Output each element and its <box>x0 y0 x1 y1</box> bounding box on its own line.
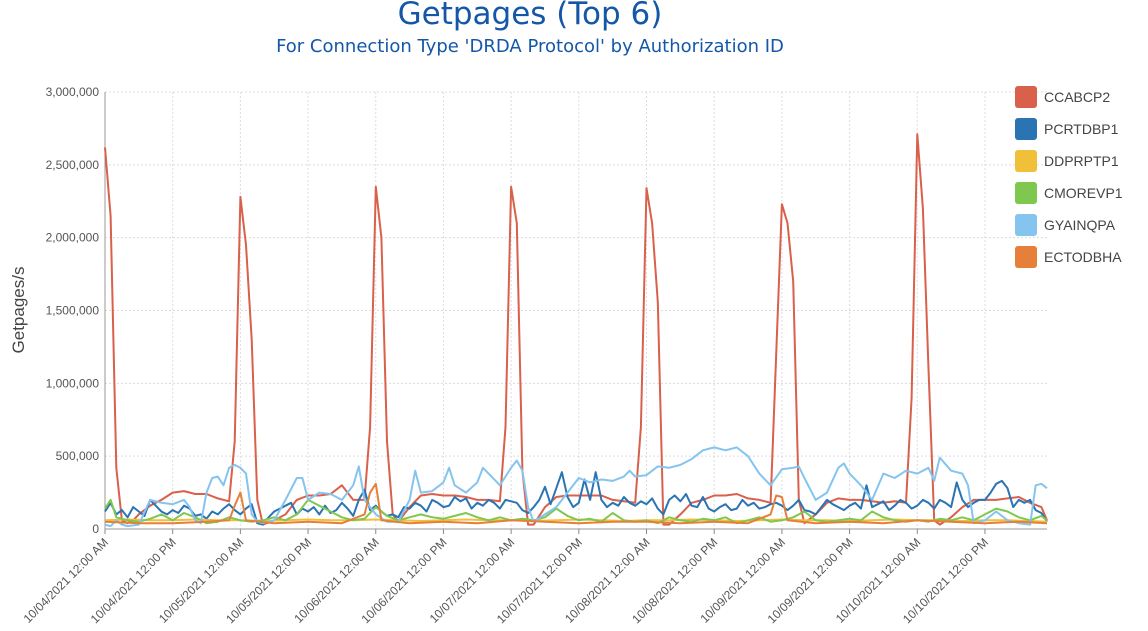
y-tick-label: 2,000,000 <box>46 231 100 245</box>
series-lines <box>104 133 1048 528</box>
axes: Getpages/s 0 500,000 1,000,000 1,500,000 2,0… <box>9 85 1047 626</box>
legend-swatch-ddprptp1[interactable] <box>1015 150 1037 172</box>
legend-swatch-cmorevp1[interactable] <box>1015 182 1037 204</box>
y-tick-label: 2,500,000 <box>46 158 100 172</box>
y-axis-label: Getpages/s <box>9 267 28 354</box>
y-tick-label: 0 <box>92 522 99 536</box>
legend-label-cmorevp1[interactable]: CMOREVP1 <box>1044 185 1123 201</box>
chart-title: Getpages (Top 6) <box>397 0 663 32</box>
legend-swatch-ccabcp2[interactable] <box>1015 86 1037 108</box>
legend-swatch-ectodbha[interactable] <box>1015 246 1037 268</box>
legend-label-pcrtdbp1[interactable]: PCRTDBP1 <box>1044 121 1119 137</box>
legend-label-ccabcp2[interactable]: CCABCP2 <box>1044 89 1110 105</box>
legend-label-ectodbha[interactable]: ECTODBHA <box>1044 249 1122 265</box>
series-line-gyainqpa[interactable] <box>104 446 1048 528</box>
legend-swatch-pcrtdbp1[interactable] <box>1015 118 1037 140</box>
series-line-ectodbha[interactable] <box>104 482 1048 525</box>
legend: CCABCP2 PCRTDBP1 DDPRPTP1 CMOREVP1 GYAINQPA E… <box>1015 86 1123 268</box>
series-line-ccabcp2[interactable] <box>104 133 1048 526</box>
legend-label-gyainqpa[interactable]: GYAINQPA <box>1044 217 1116 233</box>
legend-label-ddprptp1[interactable]: DDPRPTP1 <box>1044 153 1119 169</box>
y-tick-label: 3,000,000 <box>46 85 100 99</box>
chart-subtitle: For Connection Type 'DRDA Protocol' by A… <box>276 36 784 57</box>
y-tick-label: 500,000 <box>56 449 100 463</box>
grid-lines <box>104 91 1047 530</box>
series-line-pcrtdbp1[interactable] <box>104 471 1048 526</box>
legend-swatch-gyainqpa[interactable] <box>1015 214 1037 236</box>
y-tick-label: 1,500,000 <box>46 304 100 318</box>
y-tick-label: 1,000,000 <box>46 376 100 390</box>
